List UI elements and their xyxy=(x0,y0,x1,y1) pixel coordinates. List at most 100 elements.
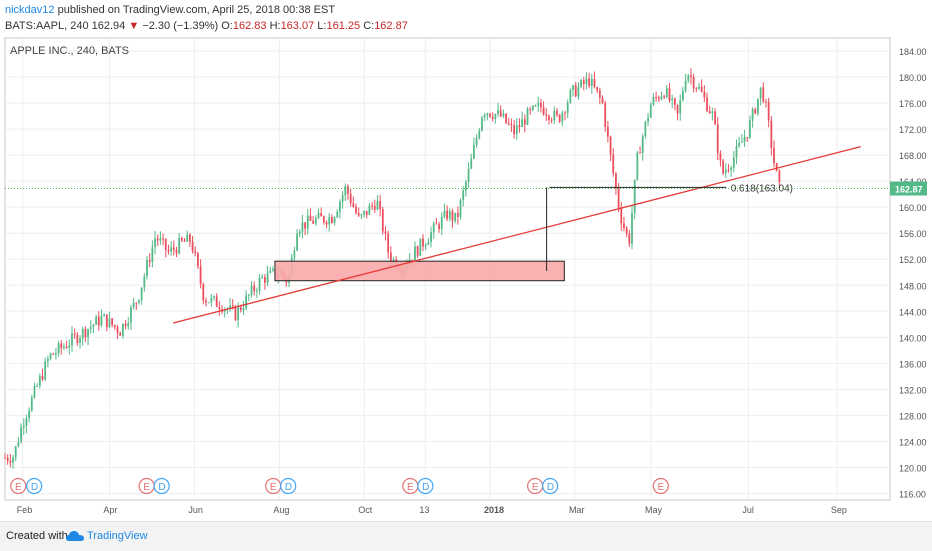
low-label: L: xyxy=(317,20,327,32)
candle-body xyxy=(695,88,698,90)
candle-body xyxy=(580,80,582,88)
candle-body xyxy=(381,209,384,232)
candle-body xyxy=(749,120,751,138)
y-tick-label: 116.00 xyxy=(899,489,926,499)
candle-body xyxy=(684,80,687,91)
candle-body xyxy=(229,305,231,309)
candle-body xyxy=(116,327,119,333)
candle-body xyxy=(545,114,548,116)
candle-body xyxy=(253,285,256,292)
candle-body xyxy=(41,376,44,380)
candle-body xyxy=(775,163,778,172)
candle-body xyxy=(328,217,331,225)
close-label: C: xyxy=(363,20,375,32)
candle-body xyxy=(673,98,676,105)
x-tick-label: Feb xyxy=(17,505,33,515)
candle-body xyxy=(25,418,28,426)
candle-body xyxy=(272,269,274,271)
candle-body xyxy=(347,186,349,194)
dividend-event-icon xyxy=(417,477,434,495)
candle-body xyxy=(138,299,140,303)
price-axis[interactable]: 184.00180.00176.00172.00168.00164.00160.… xyxy=(890,47,927,499)
candle-body xyxy=(537,103,540,106)
candle-body xyxy=(598,90,601,98)
event-label: D xyxy=(158,482,165,493)
candle-body xyxy=(740,141,743,143)
time-axis[interactable]: Feb Apr Jun Aug Oct 13 2018 Mar May Jul Sep xyxy=(17,505,847,515)
candle-body xyxy=(84,328,87,338)
tradingview-link[interactable]: TradingView xyxy=(87,530,148,542)
candle-body xyxy=(322,216,325,223)
x-tick-label: 2018 xyxy=(484,505,504,515)
candle-body xyxy=(239,307,242,311)
author-link[interactable]: nickdav12 xyxy=(5,4,55,16)
candle-body xyxy=(363,210,365,215)
candle-body xyxy=(625,227,628,234)
candle-body xyxy=(665,88,668,98)
candle-body xyxy=(191,241,194,252)
candle-body xyxy=(411,259,414,261)
price-chart[interactable]: 0.618(163.04) 184.00 180.00 176.00 172.00 16… xyxy=(0,0,932,521)
candle-body xyxy=(435,223,438,225)
candle-body xyxy=(92,324,95,327)
candle-body xyxy=(751,109,754,121)
low-value: 161.25 xyxy=(326,20,361,32)
candle-body xyxy=(531,105,534,110)
x-tick-label: May xyxy=(645,505,663,515)
candle-body xyxy=(242,308,245,311)
x-tick-label: Jun xyxy=(188,505,203,515)
candle-body xyxy=(167,249,170,252)
earnings-event-icon xyxy=(10,477,27,495)
y-tick-label: 120.00 xyxy=(899,463,927,473)
candle-body xyxy=(617,188,620,209)
candle-body xyxy=(119,332,122,336)
candle-body xyxy=(218,306,221,310)
candle-body xyxy=(601,97,604,104)
y-tick-label: 180.00 xyxy=(899,73,927,83)
candle-body xyxy=(757,98,759,114)
candle-body xyxy=(293,250,296,258)
candle-body xyxy=(556,110,558,115)
candle-body xyxy=(389,252,392,265)
candle-body xyxy=(301,222,304,232)
event-label: D xyxy=(285,482,292,493)
candle-body xyxy=(475,137,478,146)
footer: Created with TradingView xyxy=(0,521,932,551)
candle-body xyxy=(424,244,427,247)
candle-body xyxy=(604,103,607,127)
candle-body xyxy=(154,238,156,248)
candle-body xyxy=(765,101,767,103)
candle-body xyxy=(231,305,234,307)
candle-body xyxy=(639,152,641,154)
candle-body xyxy=(548,115,550,120)
candle-body xyxy=(647,117,649,122)
x-tick-label: Aug xyxy=(273,505,289,515)
candle-body xyxy=(596,87,599,91)
candle-body xyxy=(746,137,749,139)
candle-body xyxy=(237,307,240,321)
candle-body xyxy=(521,119,524,127)
candle-body xyxy=(6,457,9,461)
candle-body xyxy=(79,338,81,343)
candle-body xyxy=(438,224,440,229)
candle-body xyxy=(180,238,183,241)
candle-body xyxy=(473,145,475,159)
candle-body xyxy=(9,460,12,463)
candle-body xyxy=(633,179,636,213)
candle-body xyxy=(28,410,31,419)
candle-body xyxy=(612,154,615,174)
candle-body xyxy=(264,276,266,283)
candle-body xyxy=(451,211,454,221)
candle-body xyxy=(352,203,355,207)
candle-body xyxy=(333,217,336,223)
candle-body xyxy=(215,296,218,307)
candle-body xyxy=(205,300,207,303)
candle-body xyxy=(582,80,585,85)
candle-body xyxy=(46,358,49,362)
candle-body xyxy=(100,316,103,326)
dividend-event-icon xyxy=(542,477,559,495)
candle-body xyxy=(636,152,639,180)
down-arrow-icon: ▼ xyxy=(128,20,140,32)
candle-body xyxy=(427,242,430,245)
